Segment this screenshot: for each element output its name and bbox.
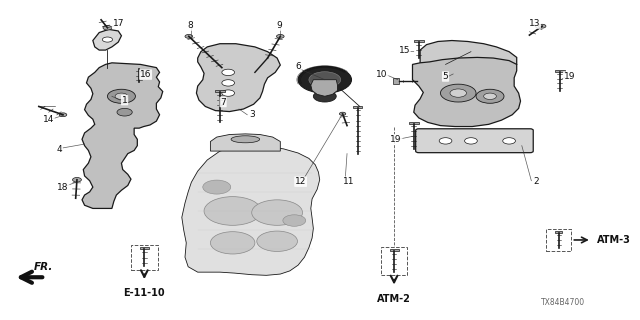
- Circle shape: [117, 108, 132, 116]
- Text: 6: 6: [295, 62, 301, 71]
- Text: TX84B4700: TX84B4700: [541, 298, 585, 307]
- Circle shape: [108, 89, 136, 103]
- Bar: [390, 249, 399, 251]
- Text: E-11-10: E-11-10: [124, 288, 165, 299]
- Text: 7: 7: [220, 98, 226, 107]
- Circle shape: [103, 26, 112, 30]
- Circle shape: [185, 35, 193, 38]
- Circle shape: [203, 180, 231, 194]
- Circle shape: [440, 84, 476, 102]
- Circle shape: [115, 93, 128, 100]
- Bar: [134, 67, 145, 69]
- Circle shape: [59, 113, 67, 117]
- Bar: [409, 122, 419, 124]
- Bar: [546, 229, 572, 251]
- Text: 2: 2: [533, 177, 539, 186]
- Text: 3: 3: [249, 110, 255, 119]
- Bar: [555, 70, 565, 72]
- Text: 12: 12: [295, 177, 307, 186]
- Text: 19: 19: [564, 72, 575, 81]
- Ellipse shape: [231, 136, 260, 143]
- Circle shape: [476, 89, 504, 103]
- Bar: [140, 247, 148, 249]
- Polygon shape: [182, 146, 320, 275]
- Circle shape: [204, 197, 261, 225]
- Bar: [353, 106, 362, 108]
- Polygon shape: [211, 134, 280, 151]
- Polygon shape: [93, 29, 122, 50]
- Text: 13: 13: [529, 19, 540, 28]
- FancyBboxPatch shape: [415, 129, 533, 153]
- Text: ATM-3: ATM-3: [596, 235, 630, 245]
- Circle shape: [484, 93, 497, 100]
- Polygon shape: [413, 57, 520, 126]
- Text: 16: 16: [140, 70, 151, 79]
- Circle shape: [102, 37, 113, 42]
- Polygon shape: [420, 41, 516, 75]
- Circle shape: [222, 90, 234, 96]
- Text: 8: 8: [187, 21, 193, 30]
- Circle shape: [252, 200, 303, 225]
- Circle shape: [257, 231, 298, 252]
- Text: FR.: FR.: [34, 262, 54, 272]
- Text: 14: 14: [43, 115, 54, 124]
- Circle shape: [538, 24, 546, 28]
- Bar: [215, 90, 225, 92]
- Circle shape: [309, 72, 340, 88]
- Circle shape: [339, 112, 346, 116]
- Text: 5: 5: [443, 72, 449, 81]
- Bar: [381, 247, 408, 275]
- Text: ATM-2: ATM-2: [377, 294, 411, 304]
- Text: 18: 18: [57, 183, 68, 192]
- Circle shape: [465, 138, 477, 144]
- Circle shape: [450, 89, 467, 97]
- Circle shape: [503, 138, 515, 144]
- Circle shape: [314, 91, 336, 102]
- Text: 19: 19: [390, 135, 402, 144]
- Polygon shape: [311, 80, 337, 96]
- Text: 15: 15: [399, 45, 410, 55]
- Circle shape: [222, 80, 234, 86]
- Circle shape: [72, 178, 81, 182]
- Text: 9: 9: [276, 21, 282, 30]
- Circle shape: [211, 232, 255, 254]
- Circle shape: [222, 69, 234, 76]
- Bar: [131, 245, 157, 270]
- Polygon shape: [82, 63, 163, 208]
- Text: 1: 1: [122, 96, 127, 105]
- Circle shape: [276, 35, 284, 38]
- Circle shape: [283, 215, 306, 226]
- Polygon shape: [196, 44, 280, 112]
- Bar: [394, 78, 399, 84]
- Text: 17: 17: [113, 19, 124, 28]
- Text: 4: 4: [56, 145, 62, 154]
- Circle shape: [439, 138, 452, 144]
- Circle shape: [298, 66, 351, 93]
- Text: 10: 10: [376, 70, 388, 79]
- Bar: [555, 231, 563, 233]
- Bar: [414, 40, 424, 42]
- Text: 11: 11: [343, 177, 355, 186]
